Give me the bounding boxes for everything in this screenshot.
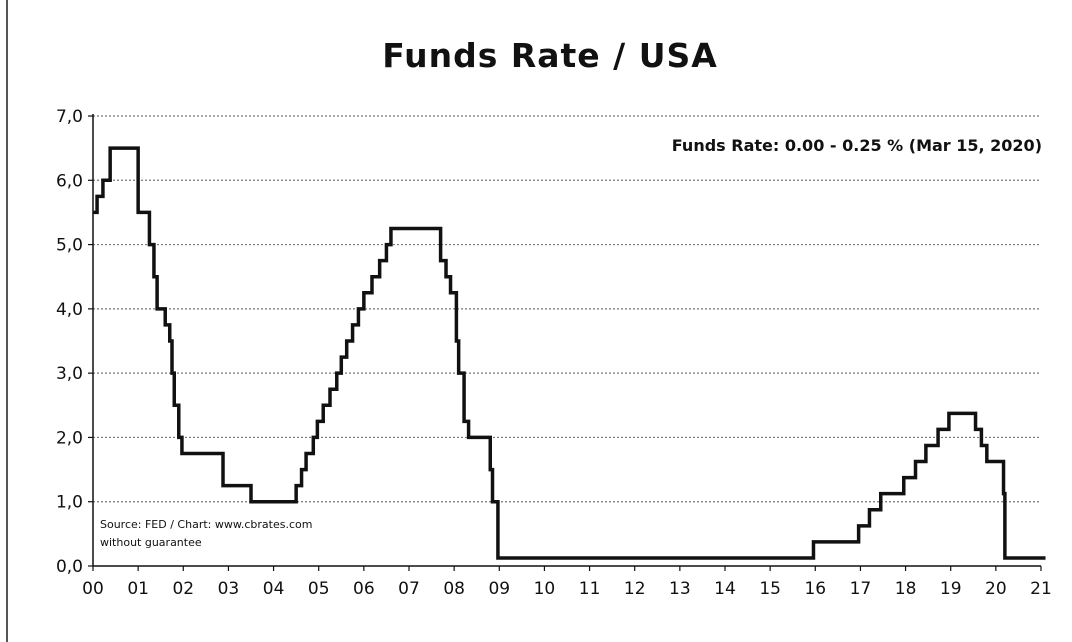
x-tick-label: 05	[308, 579, 330, 599]
x-tick-label: 02	[172, 579, 194, 599]
x-axis-ticks: 00 01 02 03 04 05 06 07 08 09 10 11 12 13 14 15 16 17 18 19…	[82, 566, 1052, 599]
gridlines	[93, 115, 1041, 503]
x-tick-label: 15	[759, 579, 781, 599]
x-tick-label: 01	[127, 579, 149, 599]
frame-border-line	[6, 0, 8, 642]
x-tick-label: 07	[398, 579, 420, 599]
source-note: Source: FED / Chart: www.cbrates.com	[100, 518, 312, 531]
x-tick-label: 18	[895, 579, 917, 599]
x-tick-label: 09	[488, 579, 510, 599]
x-tick-label: 04	[263, 579, 285, 599]
x-tick-label: 16	[804, 579, 826, 599]
y-tick-label: 5,0	[56, 236, 83, 256]
x-tick-label: 11	[579, 579, 601, 599]
x-tick-label: 10	[534, 579, 556, 599]
x-tick-label: 21	[1030, 579, 1052, 599]
y-axis-ticks: 0,0 1,0 2,0 3,0 4,0 5,0 6,0 7,0	[56, 107, 93, 577]
x-tick-label: 00	[82, 579, 104, 599]
funds-rate-line	[93, 146, 1046, 560]
disclaimer-note: without guarantee	[100, 536, 202, 549]
y-tick-label: 3,0	[56, 364, 83, 384]
x-tick-label: 17	[850, 579, 872, 599]
x-tick-label: 19	[940, 579, 962, 599]
y-tick-label: 0,0	[56, 557, 83, 577]
y-tick-label: 7,0	[56, 107, 83, 127]
x-tick-label: 06	[353, 579, 375, 599]
x-tick-label: 13	[669, 579, 691, 599]
y-tick-label: 4,0	[56, 300, 83, 320]
y-tick-label: 1,0	[56, 493, 83, 513]
y-tick-label: 2,0	[56, 428, 83, 448]
x-tick-label: 08	[443, 579, 465, 599]
chart-title: Funds Rate / USA	[382, 36, 718, 75]
y-tick-label: 6,0	[56, 171, 83, 191]
x-tick-label: 20	[985, 579, 1007, 599]
x-tick-label: 03	[218, 579, 240, 599]
x-tick-label: 14	[714, 579, 736, 599]
x-tick-label: 12	[624, 579, 646, 599]
current-rate-annotation: Funds Rate: 0.00 - 0.25 % (Mar 15, 2020)	[672, 136, 1042, 155]
